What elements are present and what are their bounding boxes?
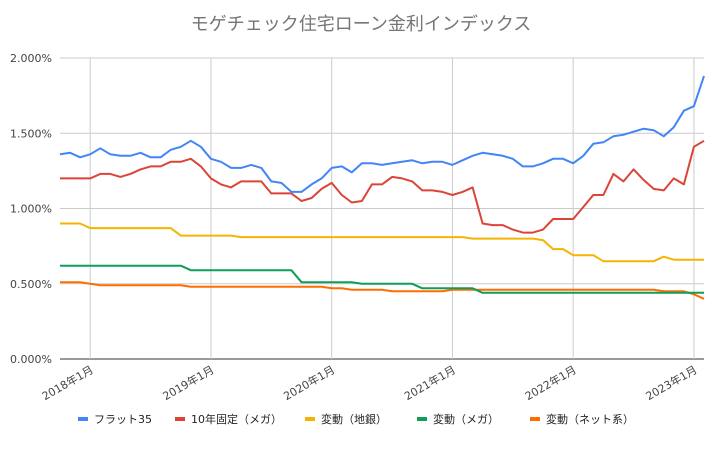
legend-swatch [305,417,315,421]
y-axis: 0.000% 0.500% 1.000% 1.500% 2.000% [10,52,52,366]
y-tick-label: 1.500% [10,127,52,140]
x-tick-label: 2023年1月 [643,362,699,403]
y-tick-label: 0.000% [10,353,52,366]
series-line [60,264,704,294]
legend: フラット35 10年固定（メガ） 変動（地銀） 変動（メガ） 変動（ネット系） [78,412,634,426]
legend-label: 10年固定（メガ） [191,412,282,426]
x-tick-label: 2022年1月 [522,362,578,403]
legend-swatch [78,417,88,421]
x-tick-label: 2020年1月 [281,362,337,403]
y-tick-label: 1.000% [10,203,52,216]
legend-label: 変動（ネット系） [546,412,634,426]
legend-label: フラット35 [94,413,152,426]
x-tick-label: 2018年1月 [39,362,95,403]
x-tick-label: 2019年1月 [160,362,216,403]
series-line [60,281,705,300]
series-line [59,75,705,193]
x-tick-label: 2021年1月 [402,362,458,403]
legend-item: 10年固定（メガ） [175,412,282,426]
series-line [60,222,704,263]
legend-label: 変動（地銀） [321,412,387,426]
legend-swatch [530,417,540,421]
legend-item: 変動（ネット系） [530,412,634,426]
grid [60,57,704,360]
chart-title: モゲチェック住宅ローン金利インデックス [191,14,532,35]
legend-item: フラット35 [78,413,152,426]
legend-swatch [417,417,427,421]
series-lines [59,75,705,300]
legend-label: 変動（メガ） [433,412,499,426]
series-line [60,139,705,234]
legend-item: 変動（メガ） [417,412,499,426]
y-tick-label: 0.500% [10,278,52,291]
x-axis: 2018年1月 2019年1月 2020年1月 2021年1月 2022年1月 2023年… [39,362,699,403]
legend-item: 変動（地銀） [305,412,387,426]
y-tick-label: 2.000% [10,52,52,65]
legend-swatch [175,417,185,421]
